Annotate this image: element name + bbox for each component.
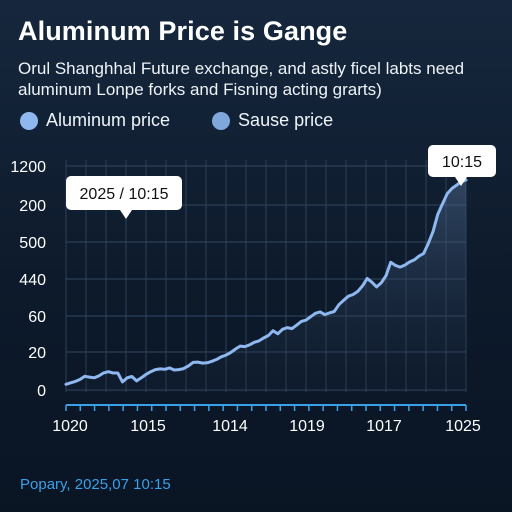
- y-tick-label: 500: [19, 235, 46, 252]
- x-tick-label: 1014: [212, 418, 248, 435]
- x-tick-label: 1020: [52, 418, 88, 435]
- legend-item-aluminum[interactable]: Aluminum price: [20, 110, 170, 131]
- subtitle-line-1: Orul Shanghhal Future exchange, and astl…: [18, 59, 465, 78]
- legend-label-sause: Sause price: [238, 110, 334, 130]
- legend-label-aluminum: Aluminum price: [46, 110, 171, 130]
- series-line-aluminum: [64, 178, 468, 386]
- chart-legend: Aluminum price Sause price: [20, 110, 375, 131]
- legend-swatch-sause: [212, 111, 231, 130]
- annotation-pointer: [455, 177, 467, 186]
- annotation-callout: 2025 / 10:15: [66, 176, 182, 219]
- legend-item-sause[interactable]: Sause price: [212, 110, 333, 131]
- legend-swatch-aluminum: [20, 111, 38, 130]
- y-tick-label: 0: [37, 383, 46, 400]
- x-tick-label: 1017: [366, 418, 402, 435]
- y-tick-label: 1200: [10, 159, 46, 176]
- x-tick-label: 1025: [445, 418, 481, 435]
- subtitle-line-2: aluminum Lonpe forks and Fisning acting …: [18, 80, 382, 99]
- series-area-aluminum: [66, 180, 466, 392]
- x-tick-label: 1015: [130, 418, 166, 435]
- y-tick-label: 20: [28, 345, 46, 362]
- y-tick-label: 440: [19, 272, 46, 289]
- timestamp-footer: Popary, 2025,07 10:15: [20, 476, 171, 493]
- y-tick-label: 200: [19, 198, 46, 215]
- annotation-label: 10:15: [442, 154, 482, 171]
- annotation-label: 2025 / 10:15: [80, 186, 169, 203]
- chart-subtitle: Orul Shanghhal Future exchange, and astl…: [18, 58, 464, 100]
- annotation-callout: 10:15: [428, 145, 496, 186]
- annotation-box: [428, 145, 496, 177]
- x-tick-label: 1019: [289, 418, 325, 435]
- annotation-box: [66, 176, 182, 210]
- chart-title: Aluminum Price is Gange: [18, 16, 348, 46]
- y-tick-label: 60: [28, 309, 46, 326]
- annotation-pointer: [120, 210, 132, 219]
